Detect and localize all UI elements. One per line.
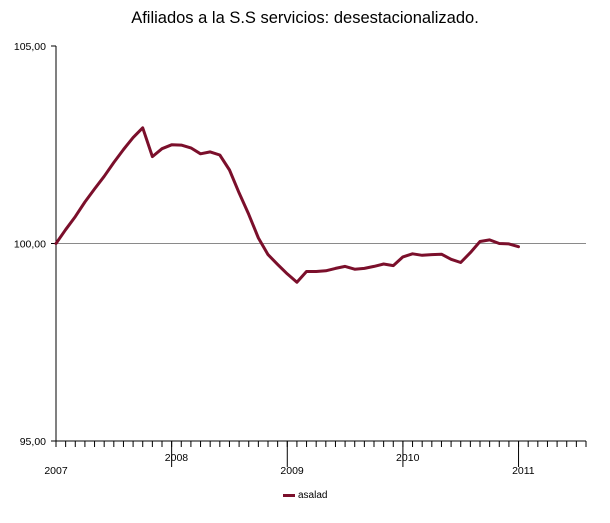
legend-swatch-asalad xyxy=(283,494,295,497)
legend: asalad xyxy=(283,490,327,501)
y-tick-label: 100,00 xyxy=(14,239,46,251)
x-year-label: 2011 xyxy=(512,465,535,477)
x-year-label: 2009 xyxy=(280,465,304,477)
y-tick-label: 105,00 xyxy=(14,41,46,53)
x-year-label: 2007 xyxy=(44,465,68,477)
y-tick-label: 95,00 xyxy=(20,436,46,448)
x-year-label: 2008 xyxy=(165,452,189,464)
series-line-asalad xyxy=(54,126,520,284)
legend-label-asalad: asalad xyxy=(298,490,328,501)
chart-title: Afiliados a la S.S servicios: desestacio… xyxy=(131,9,479,27)
x-year-label: 2010 xyxy=(396,452,420,464)
